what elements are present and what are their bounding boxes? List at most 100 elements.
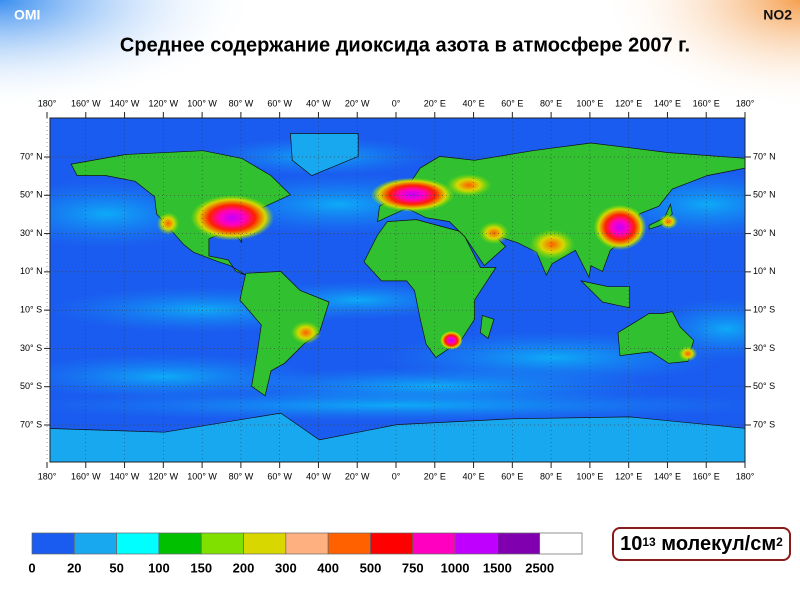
color-swatch	[116, 532, 160, 555]
color-swatch	[31, 532, 75, 555]
latitude-label: 50° N	[753, 190, 776, 200]
latitude-label: 50° N	[20, 190, 43, 200]
corner-right-bg	[600, 0, 800, 110]
longitude-label: 120° E	[615, 471, 642, 481]
longitude-label: 180°	[736, 471, 755, 481]
scale-label: 1500	[483, 560, 512, 575]
map-axes: 180° 180° 160° W 160° W 140° W 140° W 120° W 12…	[20, 98, 776, 481]
scale-label: 200	[233, 560, 255, 575]
longitude-label: 120° E	[615, 98, 642, 108]
longitude-label: 160° W	[71, 471, 101, 481]
concentration-area	[190, 194, 274, 241]
concentration-area	[445, 173, 492, 197]
color-swatch	[285, 532, 329, 555]
scale-label: 20	[67, 560, 81, 575]
unit-box: 10 13 молекул/см 2	[612, 527, 791, 561]
landmass	[70, 150, 292, 276]
unit-text-exponent: 2	[776, 535, 783, 549]
corner-right-label: NO2	[763, 7, 792, 23]
color-swatch	[158, 532, 202, 555]
scale-label: 300	[275, 560, 297, 575]
concentration-area	[290, 321, 322, 345]
landmass	[363, 219, 497, 358]
longitude-label: 20° E	[424, 98, 446, 108]
longitude-label: 140° E	[654, 98, 681, 108]
latitude-label: 50° S	[20, 381, 42, 391]
landmass	[617, 311, 695, 364]
landmass	[290, 133, 359, 177]
concentration-area	[156, 212, 180, 235]
scale-label: 400	[317, 560, 339, 575]
landmass	[239, 271, 330, 397]
scale-label: 50	[109, 560, 123, 575]
longitude-label: 180°	[38, 98, 57, 108]
longitude-label: 100° E	[576, 471, 603, 481]
longitude-label: 20° E	[424, 471, 446, 481]
longitude-label: 60° W	[267, 98, 292, 108]
longitude-label: 120° W	[149, 471, 179, 481]
color-swatch	[412, 532, 456, 555]
map	[50, 118, 745, 462]
unit-text: молекул/см	[661, 532, 777, 555]
corner-left-label: OMI	[14, 7, 40, 23]
scale-label: 750	[402, 560, 424, 575]
longitude-label: 40° W	[306, 98, 331, 108]
longitude-label: 60° W	[267, 471, 292, 481]
color-swatch	[370, 532, 414, 555]
concentration-area	[439, 330, 463, 350]
concentration-area	[593, 204, 647, 251]
longitude-label: 160° E	[693, 471, 720, 481]
longitude-label: 160° E	[693, 98, 720, 108]
latitude-label: 10° N	[753, 266, 776, 276]
scale-label: 500	[360, 560, 382, 575]
corner-left-bg	[0, 0, 260, 110]
latitude-label: 70° N	[20, 151, 43, 161]
latitude-label: 50° S	[753, 381, 775, 391]
concentration-area	[529, 229, 575, 260]
latitude-label: 30° N	[20, 228, 43, 238]
longitude-label: 180°	[38, 471, 57, 481]
color-swatch	[200, 532, 244, 555]
longitude-label: 100° E	[576, 98, 603, 108]
longitude-label: 60° E	[501, 471, 523, 481]
longitude-label: 140° W	[110, 98, 140, 108]
concentration-area	[678, 346, 698, 362]
color-swatch	[539, 532, 583, 555]
scale-label: 0	[28, 560, 35, 575]
longitude-label: 120° W	[149, 98, 179, 108]
concentration-area	[478, 221, 510, 245]
longitude-label: 80° W	[229, 98, 254, 108]
landmass	[480, 314, 495, 339]
longitude-label: 60° E	[501, 98, 523, 108]
landmass	[580, 280, 631, 309]
longitude-label: 160° W	[71, 98, 101, 108]
longitude-label: 0°	[392, 98, 401, 108]
longitude-label: 40° W	[306, 471, 331, 481]
ocean-texture	[50, 390, 745, 421]
concentration-area	[658, 213, 678, 230]
latitude-label: 10° S	[20, 305, 42, 315]
unit-exponent: 13	[642, 535, 656, 549]
color-swatch	[243, 532, 287, 555]
scale-label: 150	[190, 560, 212, 575]
longitude-label: 100° W	[187, 98, 217, 108]
latitude-label: 30° S	[753, 343, 775, 353]
unit-base: 10	[620, 532, 643, 555]
latitude-label: 10° S	[753, 305, 775, 315]
longitude-label: 80° W	[229, 471, 254, 481]
latitude-label: 10° N	[20, 266, 43, 276]
longitude-label: 80° E	[540, 471, 562, 481]
longitude-label: 20° W	[345, 98, 370, 108]
longitude-label: 40° E	[462, 98, 484, 108]
longitude-label: 40° E	[462, 471, 484, 481]
longitude-label: 0°	[392, 471, 401, 481]
longitude-label: 140° W	[110, 471, 140, 481]
longitude-label: 140° E	[654, 471, 681, 481]
color-swatch	[73, 532, 117, 555]
scale-label: 100	[148, 560, 170, 575]
latitude-label: 30° S	[20, 343, 42, 353]
longitude-label: 100° W	[187, 471, 217, 481]
concentration-area	[370, 177, 455, 212]
color-swatch	[497, 532, 541, 555]
